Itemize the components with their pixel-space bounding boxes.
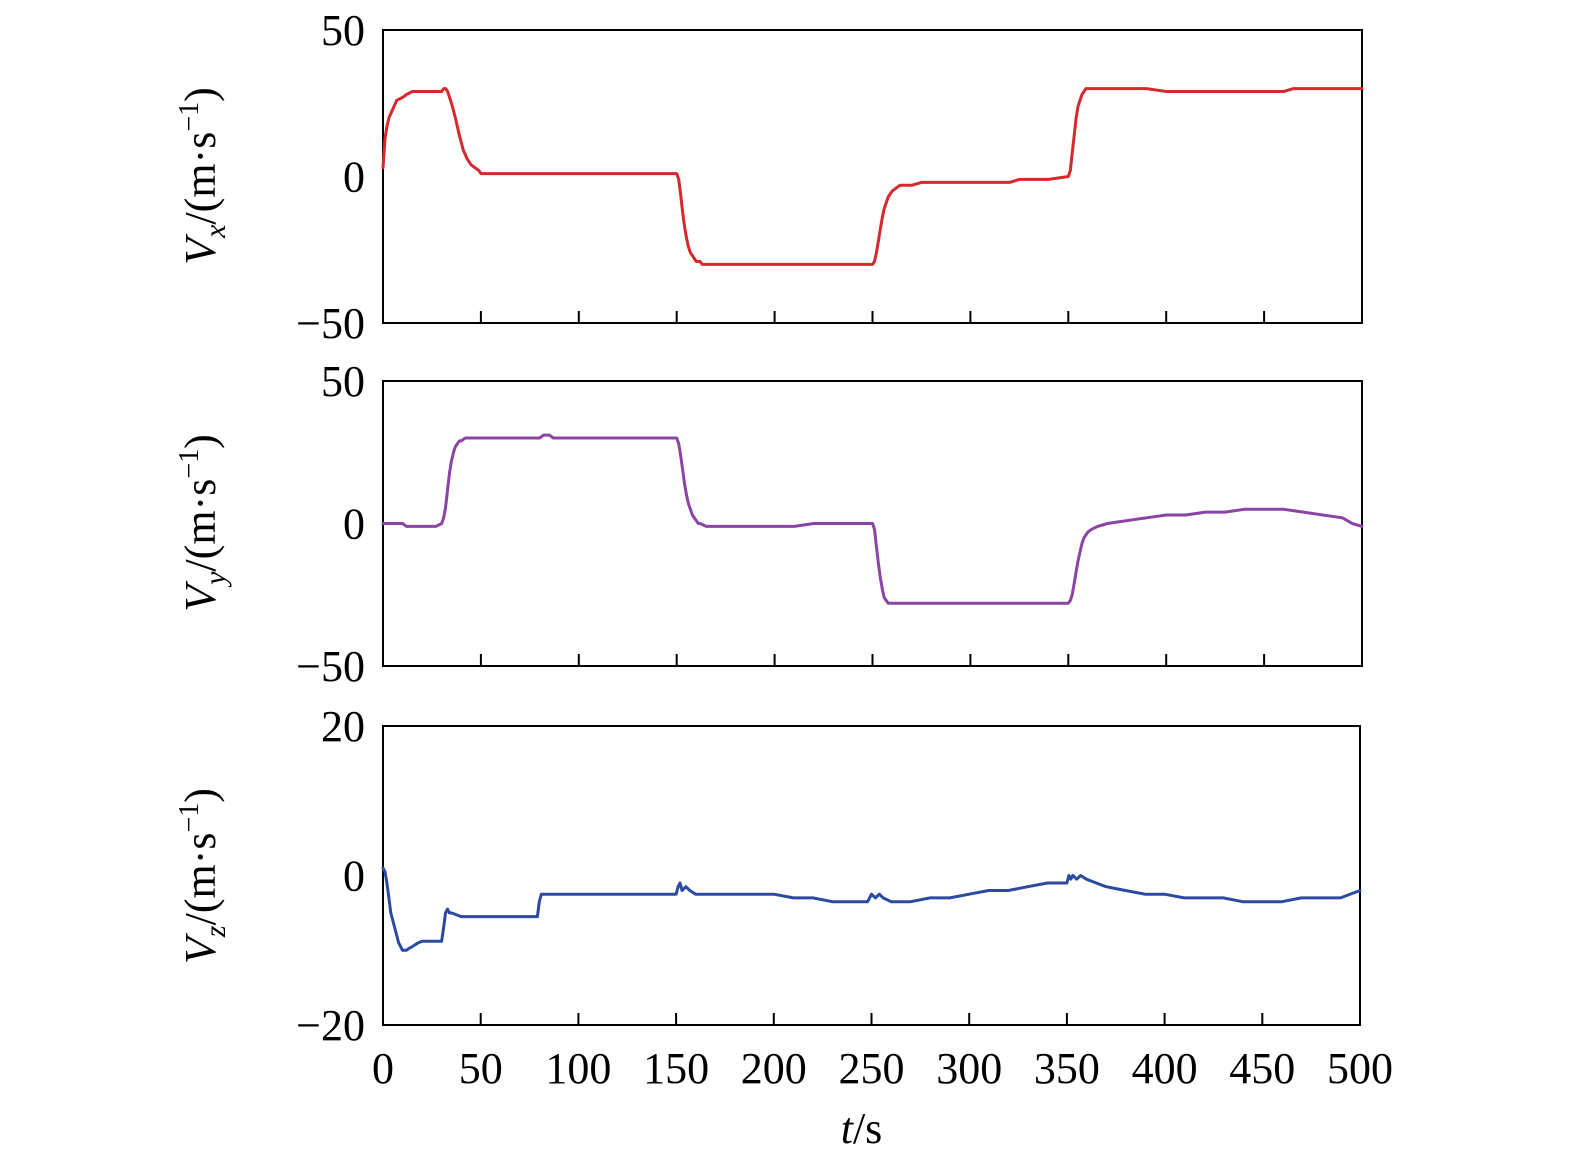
y-tick-label: −50: [296, 299, 365, 348]
subplot-vx: −50 0 50 Vx/(m·s−1): [174, 6, 1364, 348]
plot-frame: [382, 29, 1363, 324]
y-axis-label: Vx/(m·s−1): [174, 87, 232, 265]
plot-frame: [382, 725, 1361, 1026]
x-tick-label: 50: [459, 1044, 503, 1093]
x-tick-label: 450: [1229, 1044, 1295, 1093]
y-tick-label: 50: [321, 6, 365, 55]
subplot-vz: 0 50 100 150 200 250 300 350 400 450 500−20020Vz/(…: [174, 702, 1393, 1152]
x-tick-label: 150: [643, 1044, 709, 1093]
y-tick-label: 50: [321, 357, 365, 406]
x-tick-label: 350: [1034, 1044, 1100, 1093]
series-line-vy: [381, 433, 1364, 605]
x-tick-label: 500: [1327, 1044, 1393, 1093]
y-tick-label: −20: [296, 1001, 365, 1050]
y-axis-label: Vz/(m·s−1): [174, 788, 232, 964]
x-tick-label: 400: [1132, 1044, 1198, 1093]
x-axis-label: t/s: [841, 1104, 883, 1152]
y-tick-label: −50: [296, 642, 365, 691]
x-tick-label: 200: [741, 1044, 807, 1093]
series-line-vz: [381, 866, 1362, 952]
x-tick-label: 300: [936, 1044, 1002, 1093]
y-tick-label: 0: [343, 500, 365, 549]
y-tick-label: 20: [321, 702, 365, 751]
y-axis-label: Vy/(m·s−1): [174, 434, 232, 612]
y-tick-label: 0: [343, 852, 365, 901]
x-tick-label: 100: [545, 1044, 611, 1093]
x-tick-label: 0: [372, 1044, 394, 1093]
x-tick-label: 250: [839, 1044, 905, 1093]
y-tick-label: 0: [343, 153, 365, 202]
series-line-vx: [381, 87, 1364, 266]
subplot-vy: −50 0 50 Vy/(m·s−1): [174, 357, 1364, 691]
